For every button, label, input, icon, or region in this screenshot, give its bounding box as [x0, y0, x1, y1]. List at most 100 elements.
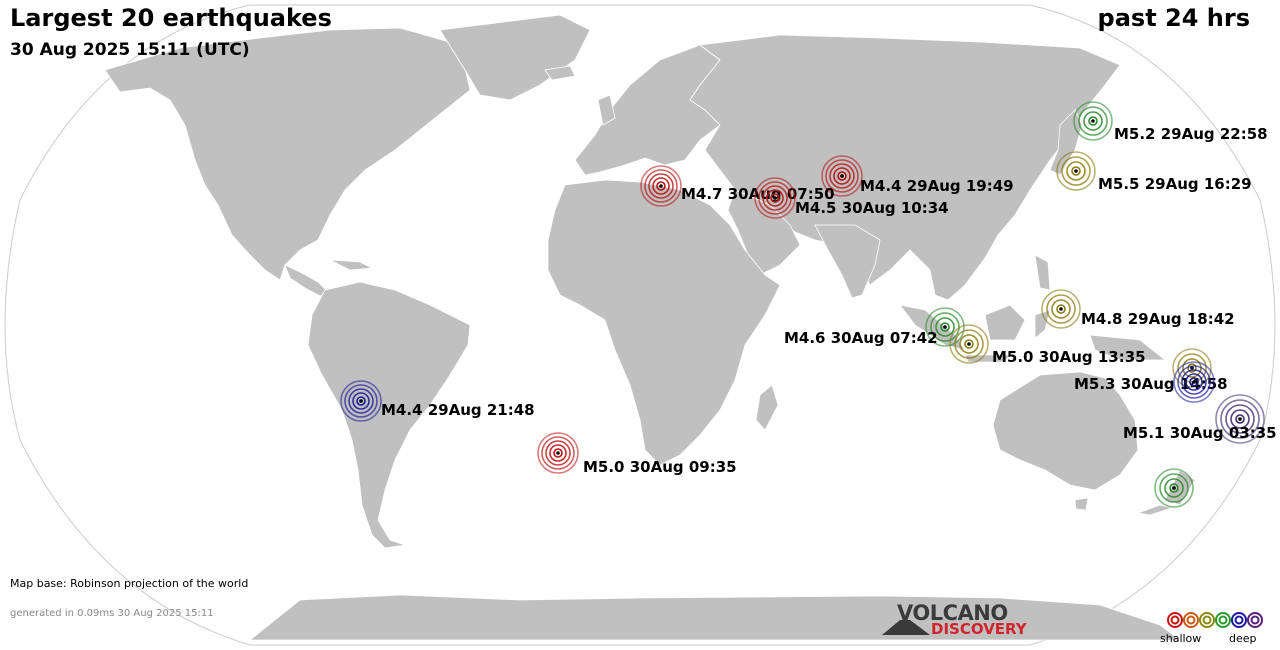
legend-depth-swatch: [1234, 615, 1244, 625]
borneo: [984, 304, 1026, 341]
quake-epicenter: [1192, 380, 1196, 384]
legend-depth-swatch: [1183, 612, 1199, 628]
madagascar: [755, 384, 779, 431]
quake-ring: [1056, 304, 1066, 314]
timestamp-subtitle: 30 Aug 2025 15:11 (UTC): [10, 40, 250, 60]
quake-ring: [1187, 363, 1197, 373]
quake-ring: [1177, 365, 1211, 399]
quake-ring: [1061, 156, 1091, 186]
quake-ring: [553, 448, 563, 458]
page-title: Largest 20 earthquakes: [10, 4, 332, 32]
legend-depth-swatch: [1247, 612, 1263, 628]
depth-legend: [1167, 612, 1263, 628]
legend-depth-swatch: [1218, 615, 1228, 625]
legend-depth-swatch: [1215, 612, 1231, 628]
tasmania: [1074, 497, 1089, 511]
quake-marker[interactable]: [1041, 289, 1081, 329]
quake-ring: [959, 334, 979, 354]
new-guinea: [1089, 334, 1167, 361]
quake-ring: [940, 322, 950, 332]
quake-ring: [340, 380, 382, 422]
australia: [992, 371, 1139, 491]
quake-label: M5.5 29Aug 16:29: [1098, 175, 1252, 193]
quake-ring: [821, 155, 863, 197]
quake-ring: [1235, 414, 1245, 424]
quake-epicenter: [659, 184, 663, 188]
quake-marker[interactable]: [1073, 101, 1113, 141]
quake-ring: [545, 440, 571, 466]
quake-label: M5.1 30Aug 03:35: [1123, 424, 1277, 442]
quake-ring: [1083, 111, 1103, 131]
quake-ring: [1051, 299, 1071, 319]
quake-marker[interactable]: [1154, 468, 1194, 508]
quake-marker[interactable]: [640, 165, 682, 207]
quake-ring: [1215, 394, 1265, 444]
quake-label: M4.4 29Aug 21:48: [381, 401, 535, 419]
quake-ring: [949, 324, 989, 364]
quake-ring: [829, 163, 855, 189]
quake-ring: [644, 169, 678, 203]
quake-ring: [1088, 116, 1098, 126]
arabia: [727, 189, 801, 276]
quake-marker[interactable]: [949, 324, 989, 364]
quake-epicenter: [1091, 119, 1095, 123]
quake-ring: [356, 396, 366, 406]
quake-ring: [925, 307, 965, 347]
new-zealand-south: [1136, 504, 1174, 516]
quake-marker[interactable]: [537, 432, 579, 474]
quake-epicenter: [1059, 307, 1063, 311]
quake-ring: [1046, 294, 1076, 324]
quake-label: M4.7 30Aug 07:50: [681, 185, 835, 203]
legend-depth-swatch: [1202, 615, 1212, 625]
greenland: [439, 14, 591, 101]
legend-depth-swatch: [1167, 612, 1183, 628]
quake-marker[interactable]: [1172, 348, 1212, 388]
legend-depth-swatch: [1170, 615, 1180, 625]
legend-depth-swatch: [1231, 612, 1247, 628]
quake-ring: [935, 317, 955, 337]
map-base-note: Map base: Robinson projection of the wor…: [10, 577, 249, 590]
quake-ring: [1173, 361, 1215, 403]
legend-deep-label: deep: [1229, 632, 1257, 645]
quake-epicenter: [840, 174, 844, 178]
quake-ring: [1164, 478, 1184, 498]
sulawesi: [1034, 309, 1051, 339]
quake-epicenter: [359, 399, 363, 403]
quake-marker[interactable]: [1215, 394, 1265, 444]
quake-ring: [640, 165, 682, 207]
time-period-label: past 24 hrs: [1097, 4, 1250, 32]
quake-label: M5.2 29Aug 22:58: [1114, 125, 1268, 143]
quake-ring: [1220, 399, 1260, 439]
quake-marker[interactable]: [1056, 151, 1096, 191]
quake-ring: [1056, 151, 1096, 191]
quake-ring: [954, 329, 984, 359]
quake-ring: [352, 392, 370, 410]
logo-volcano: VOLCANO: [897, 601, 1008, 625]
quake-marker[interactable]: [340, 380, 382, 422]
quake-ring: [656, 181, 666, 191]
quake-epicenter: [773, 196, 777, 200]
south-america: [307, 281, 471, 549]
quake-ring: [1177, 353, 1207, 383]
north-america: [104, 27, 471, 281]
quake-ring: [1169, 483, 1179, 493]
legend-depth-swatch: [1199, 612, 1215, 628]
quake-ring: [770, 193, 780, 203]
quake-label: M4.6 30Aug 07:42: [784, 329, 938, 347]
volcano-logo-icon: [882, 620, 930, 635]
quake-marker[interactable]: [1173, 361, 1215, 403]
quake-label: M5.0 30Aug 09:35: [583, 458, 737, 476]
quake-ring: [537, 432, 579, 474]
quake-epicenter: [967, 342, 971, 346]
quake-ring: [648, 173, 674, 199]
legend-shallow-label: shallow: [1160, 632, 1202, 645]
quake-marker[interactable]: [821, 155, 863, 197]
quake-ring: [541, 436, 575, 470]
quake-ring: [652, 177, 670, 195]
quake-ring: [1071, 166, 1081, 176]
quake-ring: [1189, 377, 1199, 387]
quake-marker[interactable]: [754, 177, 796, 219]
quake-marker[interactable]: [925, 307, 965, 347]
